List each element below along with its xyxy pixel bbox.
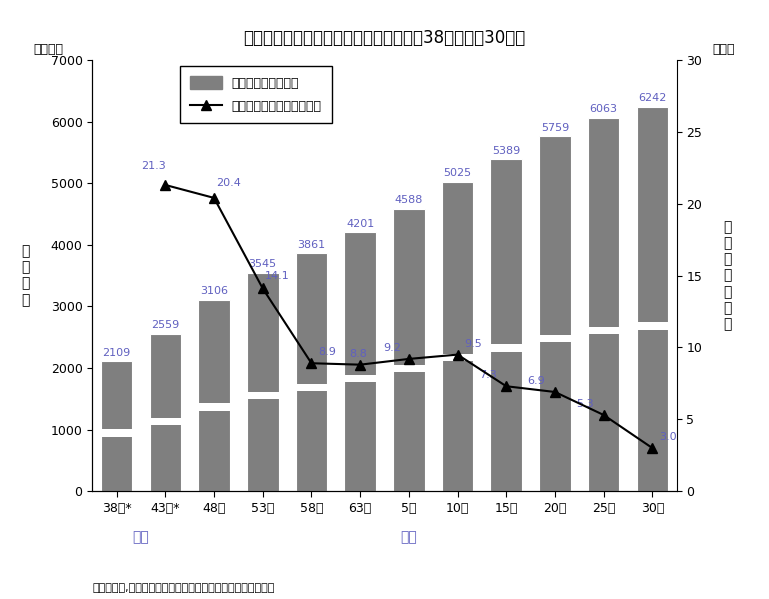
Bar	[247, 392, 278, 400]
Bar	[295, 384, 328, 391]
Bar	[101, 361, 132, 491]
Text: 3106: 3106	[200, 286, 228, 297]
Bar	[491, 159, 522, 491]
Text: 2559: 2559	[151, 320, 179, 330]
Bar	[101, 429, 132, 437]
Text: 3861: 3861	[298, 240, 325, 250]
Text: 14.1: 14.1	[265, 271, 290, 282]
Text: 3.0: 3.0	[659, 432, 677, 442]
Text: 5.3: 5.3	[576, 400, 594, 409]
Legend: 総住宅数（左目盛）, 総住宅数増加率（右目盛）: 総住宅数（左目盛）, 総住宅数増加率（右目盛）	[181, 66, 331, 123]
Y-axis label: 総
住
宅
数
増
加
率: 総 住 宅 数 増 加 率	[723, 220, 731, 331]
Bar	[393, 208, 424, 491]
Bar	[149, 334, 181, 491]
Bar	[588, 327, 620, 334]
Text: 6.9: 6.9	[528, 376, 545, 386]
Text: 8.9: 8.9	[318, 347, 336, 358]
Bar	[539, 335, 571, 342]
Text: （％）: （％）	[713, 43, 735, 56]
Text: 昭和: 昭和	[132, 530, 149, 544]
Text: 4201: 4201	[346, 219, 375, 229]
Text: 3545: 3545	[248, 259, 277, 270]
Text: 9.2: 9.2	[383, 343, 401, 353]
Text: 6242: 6242	[638, 93, 667, 103]
Text: 5759: 5759	[541, 123, 569, 133]
Bar	[491, 344, 522, 352]
Text: 2109: 2109	[102, 348, 131, 358]
Bar	[637, 322, 668, 329]
Text: 9.5: 9.5	[464, 339, 482, 349]
Title: 総住宅数及び増加率の推移－全国（昭和38年〜平成30年）: 総住宅数及び増加率の推移－全国（昭和38年〜平成30年）	[243, 29, 526, 47]
Text: 5025: 5025	[444, 168, 471, 178]
Bar	[345, 375, 376, 383]
Text: 4588: 4588	[394, 195, 423, 205]
Text: （万戸）: （万戸）	[34, 43, 64, 56]
Bar	[393, 365, 424, 373]
Text: 8.8: 8.8	[349, 349, 367, 359]
Bar	[345, 232, 376, 491]
Bar	[588, 117, 620, 491]
Text: 7.3: 7.3	[479, 371, 497, 380]
Bar	[295, 253, 328, 491]
Bar	[441, 354, 474, 361]
Text: 5389: 5389	[492, 146, 521, 156]
Text: 21.3: 21.3	[141, 161, 165, 171]
Bar	[637, 107, 668, 491]
Text: 20.4: 20.4	[216, 178, 241, 188]
Bar	[247, 273, 278, 491]
Bar	[149, 418, 181, 425]
Text: 6063: 6063	[590, 104, 618, 114]
Text: ＊印の数値,は，沖縄県を含まない。以下全図において同じ。: ＊印の数値,は，沖縄県を含まない。以下全図において同じ。	[92, 583, 275, 593]
Bar	[539, 137, 571, 491]
Bar	[198, 403, 230, 411]
Text: 平成: 平成	[401, 530, 418, 544]
Bar	[198, 300, 230, 491]
Bar	[441, 181, 474, 491]
Y-axis label: 総
住
宅
数: 総 住 宅 数	[22, 244, 30, 307]
